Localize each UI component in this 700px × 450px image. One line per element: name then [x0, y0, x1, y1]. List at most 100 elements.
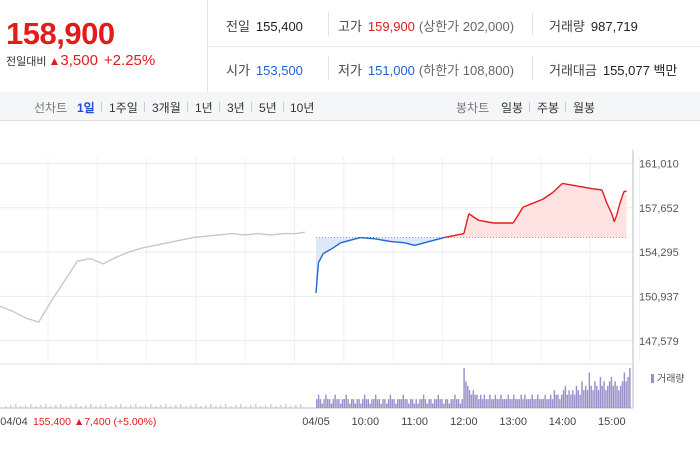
y-tick-label: 157,652 [639, 203, 679, 215]
volume-bar [573, 394, 576, 408]
volume-bar [527, 399, 530, 408]
today-line-up [552, 182, 563, 194]
prev-volume-bar [100, 405, 102, 408]
volume-bar [564, 385, 567, 408]
prev-volume-bar [300, 404, 302, 408]
period-1d[interactable]: 1일 [77, 101, 95, 115]
volume-bar [363, 394, 366, 408]
quote-header: 158,900 전일대비 ▲3,500 +2.25% 전일 155,400 고가 159… [0, 0, 700, 93]
prev-volume-bar [265, 405, 267, 408]
volume-bar [461, 399, 463, 408]
volume-bar [354, 403, 357, 408]
below-prev-area [316, 237, 445, 293]
volume-bar [408, 403, 410, 408]
volume-bar [610, 376, 613, 408]
volume-bar [428, 399, 430, 408]
volume-bar [446, 399, 449, 408]
today-line-up [611, 213, 615, 222]
prev-volume-bar [105, 404, 107, 408]
x-tick-label: 04/04 [0, 416, 28, 428]
volume-bar [332, 399, 335, 408]
volume-bar [557, 394, 559, 408]
x-tick-label: 13:00 [499, 416, 527, 428]
volume-bar [463, 368, 465, 408]
volume-bar [339, 403, 342, 408]
period-3m[interactable]: 3개월 [152, 101, 181, 115]
prev-volume-bar [130, 405, 132, 408]
period-10y[interactable]: 10년 [290, 101, 315, 115]
prev-volume-bar [65, 406, 67, 408]
volume-bar [437, 394, 440, 408]
volume-bar [498, 399, 500, 408]
volume-bar [467, 385, 469, 408]
volume-bar [621, 381, 624, 408]
today-line-down [360, 236, 376, 240]
period-1y[interactable]: 1년 [195, 101, 213, 115]
trade-value-value: 155,077 백만 [602, 63, 678, 78]
candle-daily[interactable]: 일봉 [501, 101, 524, 115]
today-line-down [317, 253, 325, 263]
volume-bar [481, 399, 484, 408]
volume-bar [352, 399, 355, 408]
volume-bar [424, 399, 427, 408]
today-line-up [606, 202, 613, 215]
x-tick-label: 10:00 [352, 416, 380, 428]
volume-bar [316, 399, 318, 408]
volume-bar [559, 399, 561, 408]
volume-bar [474, 394, 476, 408]
volume-bar [619, 385, 622, 408]
volume-bar [389, 394, 392, 408]
volume-bar [597, 390, 600, 408]
divider [283, 102, 284, 112]
candle-weekly[interactable]: 주봉 [537, 101, 560, 115]
volume-bar [623, 372, 626, 408]
divider [532, 12, 533, 36]
volume-bar [601, 385, 603, 408]
period-1w[interactable]: 1주일 [109, 101, 138, 115]
prev-volume-bar [170, 406, 172, 408]
stat-prev-close: 전일 155,400 [226, 16, 303, 35]
volume-bar [540, 399, 543, 408]
prev-volume-bar [15, 404, 17, 408]
volume-bar [349, 403, 351, 408]
period-3y[interactable]: 3년 [227, 101, 245, 115]
volume-bar [343, 399, 346, 408]
volume-bar [572, 390, 574, 408]
line-chart-label: 선차트 [34, 101, 68, 115]
volume-bar [514, 399, 517, 408]
today-line-down [330, 242, 342, 250]
volume-bar [570, 394, 572, 408]
volume-bar [500, 394, 502, 408]
volume-bar [603, 381, 605, 408]
divider [328, 12, 329, 36]
volume-bar [411, 399, 414, 408]
volume-bar [551, 399, 554, 408]
current-price: 158,900 [6, 16, 115, 51]
period-5y[interactable]: 5년 [259, 101, 277, 115]
volume-bar [584, 385, 587, 408]
volume-bar [415, 399, 417, 408]
candle-monthly[interactable]: 월봉 [573, 101, 596, 115]
x-tick-label: 04/05 [302, 416, 330, 428]
high-label: 고가 [338, 19, 362, 34]
volume-bar [356, 399, 358, 408]
price-chart: 161,010 157,652 154,295 150,937 147,579 거래량 04… [0, 150, 685, 428]
high-value: 159,900 [367, 19, 415, 34]
volume-bar [360, 403, 362, 408]
volume-bar [616, 385, 618, 408]
today-line-down [315, 262, 320, 294]
prev-volume-bar [140, 406, 142, 408]
prev-volume-bar [145, 405, 147, 408]
volume-bar [400, 399, 403, 408]
today-line-up [444, 232, 465, 239]
prev-volume-bar [175, 405, 177, 408]
volume-bar [612, 385, 615, 408]
today-line-up [618, 197, 623, 207]
volume-bar [472, 390, 475, 408]
change-value: 3,500 [60, 52, 98, 69]
today-line-up [591, 187, 603, 191]
divider [529, 102, 530, 112]
volume-bar [432, 403, 434, 408]
stats-panel: 전일 155,400 고가 159,900 (상한가 202,000) 거래량 987,… [207, 0, 700, 92]
volume-bar [386, 403, 388, 408]
